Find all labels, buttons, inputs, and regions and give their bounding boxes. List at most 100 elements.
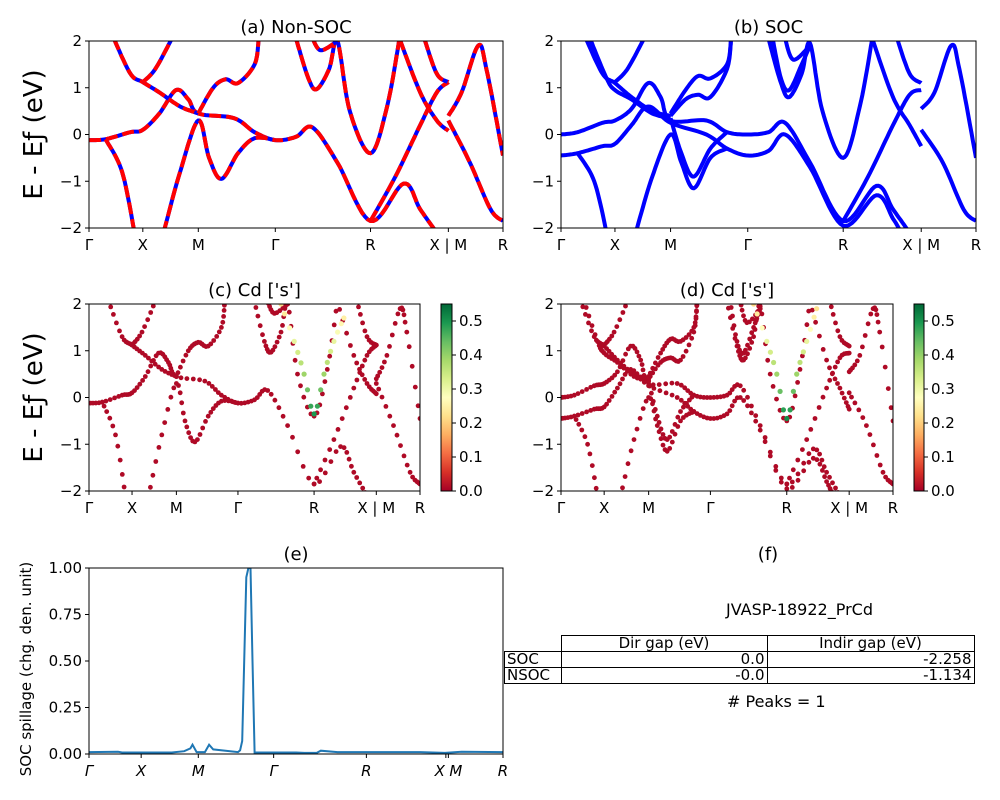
- x-tick-label: Γ: [85, 762, 95, 780]
- band-point: [575, 391, 581, 396]
- band-point: [278, 329, 284, 335]
- band-point: [617, 317, 623, 323]
- colorbar-tick-label: 0.5: [459, 312, 483, 330]
- y-tick-label: 0: [544, 389, 554, 407]
- band-line: [584, 41, 672, 118]
- band-point: [615, 385, 620, 391]
- band-point: [731, 323, 737, 328]
- band-point: [621, 365, 627, 371]
- panel-title: (d) Cd ['s']: [680, 280, 774, 301]
- band-line-dashed: [112, 41, 200, 116]
- band-point: [265, 388, 271, 393]
- band-point: [609, 333, 615, 339]
- band-point: [354, 475, 360, 480]
- band-point: [617, 381, 623, 387]
- band-point: [852, 400, 858, 406]
- band-point: [255, 313, 261, 319]
- band-point: [392, 321, 398, 326]
- weighted-point: [804, 338, 810, 344]
- band-point: [686, 342, 692, 348]
- band-point: [626, 304, 629, 305]
- band-point: [154, 304, 156, 305]
- band-point: [389, 332, 395, 338]
- band-point: [637, 416, 643, 421]
- band-point: [683, 348, 689, 354]
- band-point: [658, 426, 664, 432]
- band-point: [817, 461, 823, 467]
- band-point: [741, 313, 746, 319]
- band-point: [276, 405, 282, 411]
- band-point: [631, 437, 637, 442]
- band-point: [663, 390, 669, 396]
- band-point: [846, 390, 852, 396]
- band-point: [762, 435, 768, 440]
- band-point: [765, 357, 771, 363]
- band-point: [873, 307, 879, 313]
- band-point: [839, 390, 845, 396]
- band-point: [306, 475, 312, 481]
- band-point: [404, 329, 410, 335]
- band-point: [604, 401, 609, 407]
- band-point: [846, 350, 852, 356]
- colorbar-tick-label: 0.3: [459, 380, 483, 398]
- band-point: [797, 367, 803, 372]
- x-tick-label: Γ: [85, 236, 94, 254]
- band-point: [383, 404, 389, 409]
- colorbar-tick-label: 0.5: [931, 312, 955, 330]
- band-point: [150, 304, 156, 309]
- band-point: [778, 475, 784, 481]
- band-point: [401, 312, 407, 318]
- weighted-point: [767, 349, 774, 355]
- weighted-point: [304, 387, 311, 393]
- band-point: [103, 398, 109, 404]
- band-point: [205, 413, 211, 419]
- band-point: [180, 410, 186, 416]
- weighted-point: [318, 387, 324, 393]
- band-point: [108, 304, 114, 310]
- band-point: [830, 492, 835, 497]
- band-point: [579, 389, 585, 394]
- band-point: [683, 335, 689, 340]
- panel-title: (b) SOC: [734, 17, 803, 38]
- band-point: [592, 332, 598, 337]
- band-point: [145, 317, 151, 323]
- band-point: [795, 380, 800, 385]
- x-tick-label: X: [610, 236, 620, 254]
- band-point: [809, 304, 811, 305]
- band-point: [123, 493, 128, 498]
- weighted-point: [308, 403, 314, 409]
- band-point: [678, 382, 684, 388]
- band-point: [757, 427, 763, 433]
- band-line: [895, 41, 923, 85]
- band-line-dashed: [398, 41, 450, 133]
- band-point: [795, 457, 801, 463]
- band-point: [747, 336, 753, 342]
- band-point: [674, 395, 680, 400]
- x-tick-label: R: [498, 762, 508, 780]
- band-point: [583, 305, 589, 310]
- x-tick-label: R: [888, 499, 898, 517]
- x-tick-label: R: [782, 499, 792, 517]
- band-point: [837, 334, 843, 340]
- weighted-point: [321, 371, 327, 377]
- band-point: [819, 457, 825, 463]
- band-point: [262, 339, 267, 344]
- band-point: [148, 484, 153, 490]
- band-point: [856, 407, 862, 413]
- band-line-dashed: [162, 118, 276, 228]
- band-point: [298, 383, 303, 389]
- weighted-point: [338, 321, 344, 327]
- band-point: [211, 338, 217, 343]
- band-point: [395, 311, 401, 317]
- band-point: [632, 346, 638, 351]
- y-tick-label: 1: [544, 342, 554, 360]
- band-point: [115, 443, 121, 449]
- axes-frame: [88, 567, 504, 755]
- band-point: [784, 486, 790, 491]
- band-point: [177, 390, 183, 396]
- y-tick-label: 2: [72, 295, 82, 313]
- band-point: [593, 485, 599, 491]
- band-point: [623, 351, 628, 357]
- band-point: [729, 403, 735, 409]
